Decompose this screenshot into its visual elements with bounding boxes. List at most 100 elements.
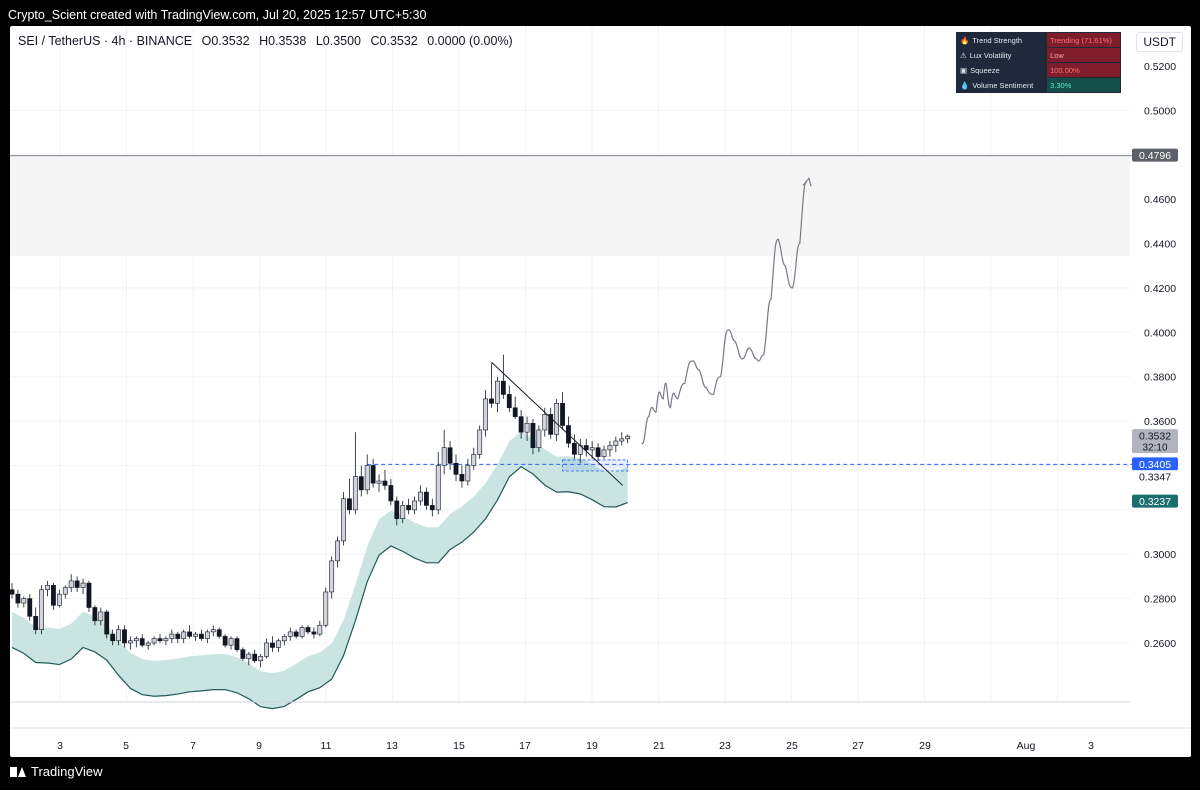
candle-body bbox=[299, 627, 305, 637]
watermark-header: Crypto_Scient created with TradingView.c… bbox=[8, 8, 427, 22]
candle-body bbox=[264, 642, 269, 657]
trend-ribbon bbox=[11, 431, 628, 710]
candle-body bbox=[92, 607, 98, 622]
indicator-value: Trending (71.61%) bbox=[1046, 32, 1121, 48]
candle-body bbox=[104, 611, 110, 635]
candle-body bbox=[465, 465, 471, 482]
candle-body bbox=[293, 631, 299, 637]
ribbon-fill bbox=[12, 431, 628, 709]
time-tick: 21 bbox=[653, 740, 665, 752]
candle-body bbox=[133, 638, 139, 642]
price-label-badge bbox=[1132, 457, 1178, 471]
candle-body bbox=[80, 582, 86, 588]
candle-body bbox=[21, 598, 27, 604]
candle-body bbox=[548, 414, 554, 435]
candle-body bbox=[187, 631, 192, 637]
candle-body bbox=[418, 491, 423, 502]
price-axis: 0.5200 0.5000 0.4600 0.4400 0.4200 0.4000 0.38… bbox=[1144, 61, 1176, 650]
candle-body bbox=[98, 611, 104, 622]
candle-body bbox=[560, 403, 565, 426]
candle-body bbox=[139, 638, 145, 646]
indicator-name: Trend Strength bbox=[972, 35, 1023, 45]
candle-body bbox=[258, 656, 264, 662]
candle-body bbox=[382, 480, 388, 486]
price-tick: 0.5200 bbox=[1144, 61, 1176, 73]
candle-body bbox=[435, 465, 441, 511]
indicator-value: 100.00% bbox=[1046, 62, 1121, 78]
symbol-name[interactable]: SEI / TetherUS · 4h · BINANCE bbox=[18, 34, 193, 48]
candle-body bbox=[500, 380, 506, 395]
squeeze-icon: ▣ bbox=[960, 65, 968, 75]
tradingview-brand-label: TradingView bbox=[31, 764, 103, 779]
symbol-legend[interactable]: SEI / TetherUS · 4h · BINANCE O0.3532 H0… bbox=[18, 34, 519, 48]
indicator-row: 🔥 Trend Strength Trending (71.61%) bbox=[955, 32, 1121, 48]
candle-body bbox=[376, 480, 382, 484]
candle-body bbox=[10, 589, 15, 595]
chart-area[interactable]: 0.5200 0.5000 0.4600 0.4400 0.4200 0.4000 0.38… bbox=[10, 26, 1191, 757]
candle-body bbox=[45, 584, 50, 591]
candle-body bbox=[583, 445, 589, 451]
price-label-text: 0.3347 bbox=[1139, 472, 1171, 484]
candle-body bbox=[62, 587, 68, 595]
candle-body bbox=[86, 582, 92, 608]
candle-body bbox=[193, 633, 198, 637]
candle-body bbox=[317, 624, 323, 635]
projection-path bbox=[641, 180, 808, 444]
candle-body bbox=[619, 438, 625, 442]
price-label-text: 0.3405 bbox=[1139, 459, 1171, 471]
candle-body bbox=[459, 474, 465, 482]
candle-body bbox=[228, 638, 234, 646]
price-tick: 0.4200 bbox=[1144, 283, 1176, 295]
price-tick: 0.5000 bbox=[1144, 105, 1176, 117]
candle-body bbox=[56, 593, 62, 606]
price-tick: 0.4400 bbox=[1144, 239, 1176, 251]
candle-body bbox=[429, 505, 435, 511]
candle-body bbox=[542, 414, 548, 431]
candle-body bbox=[27, 598, 33, 617]
time-tick: 3 bbox=[1088, 740, 1094, 752]
time-tick: 29 bbox=[919, 740, 931, 752]
candle-body bbox=[388, 485, 394, 502]
candle-body bbox=[453, 462, 459, 475]
time-tick: 7 bbox=[190, 740, 196, 752]
candle-body bbox=[122, 629, 127, 644]
candle-body bbox=[210, 629, 216, 633]
indicator-value: Low bbox=[1046, 47, 1121, 63]
price-tick: 0.4600 bbox=[1144, 194, 1176, 206]
countdown-text: 32:10 bbox=[1142, 443, 1167, 454]
candle-body bbox=[471, 454, 477, 466]
time-tick: 17 bbox=[519, 740, 531, 752]
candle-body bbox=[364, 465, 370, 491]
candle-body bbox=[169, 633, 175, 639]
candle-body bbox=[305, 627, 311, 633]
candle-body bbox=[625, 435, 631, 440]
candle-body bbox=[287, 631, 293, 637]
candle-body bbox=[51, 584, 56, 606]
time-tick: 27 bbox=[852, 740, 864, 752]
candle-body bbox=[240, 649, 246, 659]
price-label-badge bbox=[1132, 470, 1178, 484]
time-tick: 9 bbox=[256, 740, 262, 752]
currency-button[interactable]: USDT bbox=[1136, 32, 1183, 52]
grid-lines bbox=[10, 26, 1130, 702]
time-tick: 11 bbox=[321, 740, 332, 752]
ribbon-lower-line bbox=[11, 465, 628, 710]
ohlc-high: H0.3538 bbox=[259, 34, 307, 48]
candle-body bbox=[512, 407, 518, 417]
candle-body bbox=[281, 636, 287, 642]
ohlc-low: L0.3500 bbox=[315, 34, 362, 48]
candle-body bbox=[329, 560, 335, 593]
candle-body bbox=[483, 398, 488, 431]
indicator-row: 💧 Volume Sentiment 3.30% bbox=[955, 77, 1121, 93]
fire-icon: 🔥 bbox=[960, 35, 970, 45]
candle-body bbox=[423, 491, 429, 506]
price-tick: 0.2600 bbox=[1144, 638, 1176, 650]
candle-body bbox=[151, 638, 157, 644]
price-chart[interactable]: 0.5200 0.5000 0.4600 0.4400 0.4200 0.4000 0.38… bbox=[10, 26, 1191, 757]
time-tick: 5 bbox=[123, 740, 129, 752]
indicator-row: ⚠ Lux Volatility Low bbox=[955, 47, 1121, 63]
candle-body bbox=[39, 589, 44, 630]
tradingview-brand[interactable]: TradingView bbox=[10, 764, 103, 779]
candle-body bbox=[571, 442, 577, 455]
